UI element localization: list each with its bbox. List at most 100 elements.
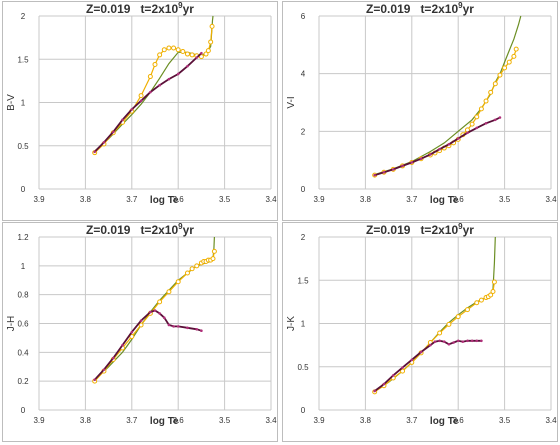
- data-point: [139, 319, 143, 322]
- x-tick-label: 3.4: [545, 195, 557, 204]
- x-axis-label: log Te: [430, 416, 459, 427]
- x-axis-label: log Te: [150, 195, 179, 206]
- data-point: [200, 51, 203, 55]
- data-point: [456, 137, 460, 140]
- data-point: [176, 72, 180, 76]
- data-point: [121, 343, 124, 347]
- y-tick-label: 0.5: [297, 363, 309, 372]
- x-tick-label: 3.9: [33, 195, 45, 204]
- chart-panel-j-k: 3.9 3.8 3.7 3.6 3.5 3.4 0 0.5 1 1.5 2 log Te J-K Z=0…: [282, 222, 558, 442]
- data-point: [203, 51, 209, 57]
- data-point: [474, 300, 480, 306]
- y-tick-label: 2: [301, 233, 306, 242]
- chart-panel-v-i: 3.9 3.8 3.7 3.6 3.5 3.4 0 2 4 6 log Te V-I Z=0.019 …: [282, 1, 558, 221]
- data-point: [475, 126, 479, 130]
- x-tick-label: 3.9: [313, 195, 325, 204]
- y-axis-label: J-K: [286, 316, 297, 331]
- series-line: [374, 49, 517, 176]
- x-tick-label: 3.5: [219, 195, 231, 204]
- data-point: [189, 266, 195, 272]
- series-line: [374, 15, 522, 176]
- y-tick-label: 0.5: [17, 142, 29, 151]
- series-line: [94, 309, 202, 381]
- data-point: [184, 51, 190, 57]
- y-tick-label: 1: [301, 320, 306, 329]
- data-point: [470, 339, 474, 343]
- data-point: [488, 292, 494, 298]
- data-point: [419, 350, 423, 354]
- data-point: [93, 378, 96, 382]
- data-point: [401, 164, 404, 168]
- y-tick-label: 0: [21, 406, 26, 415]
- data-point: [480, 339, 483, 343]
- data-point: [429, 343, 432, 347]
- data-point: [157, 52, 163, 58]
- data-point: [175, 47, 181, 53]
- y-tick-label: 0: [301, 406, 306, 415]
- data-point: [186, 326, 189, 330]
- chart-svg-v-i: 3.9 3.8 3.7 3.6 3.5 3.4 0 2 4 6 log Te V-I: [286, 12, 557, 206]
- data-point: [176, 325, 180, 328]
- data-point: [433, 340, 437, 343]
- data-point: [492, 81, 498, 87]
- data-point: [157, 299, 163, 305]
- y-axis-label: B-V: [6, 94, 17, 111]
- data-point: [391, 168, 395, 171]
- data-point: [111, 130, 115, 134]
- data-point: [491, 279, 497, 285]
- data-point: [446, 321, 452, 327]
- data-point: [93, 150, 96, 154]
- x-axis-label: log Te: [430, 195, 459, 206]
- data-point: [464, 307, 470, 313]
- data-point: [494, 118, 497, 122]
- x-tick-label: 3.5: [219, 416, 231, 425]
- data-point: [208, 39, 214, 45]
- y-tick-label: 0.2: [17, 377, 29, 386]
- data-point: [373, 389, 376, 393]
- data-point: [502, 65, 508, 71]
- data-point: [139, 99, 143, 103]
- data-point: [456, 339, 460, 343]
- y-tick-label: 0: [21, 185, 26, 194]
- data-point: [410, 161, 414, 164]
- data-point: [195, 327, 199, 331]
- chart-title: Z=0.019 t=2x109yr: [366, 222, 474, 237]
- data-point: [475, 339, 479, 343]
- data-point: [198, 54, 204, 60]
- chart-title: Z=0.019 t=2x109yr: [86, 222, 194, 237]
- data-point: [442, 340, 446, 343]
- data-point: [102, 140, 106, 144]
- data-point: [483, 98, 489, 104]
- y-tick-label: 0.8: [17, 291, 29, 300]
- data-point: [129, 333, 135, 339]
- x-tick-label: 3.8: [80, 416, 92, 425]
- data-point: [189, 52, 195, 58]
- data-point: [205, 48, 211, 54]
- x-tick-label: 3.7: [406, 195, 418, 204]
- data-point: [478, 297, 484, 303]
- data-point: [466, 339, 469, 343]
- chart-svg-j-k: 3.9 3.8 3.7 3.6 3.5 3.4 0 0.5 1 1.5 2 log Te J-K: [286, 233, 557, 427]
- x-axis-label: log Te: [150, 416, 179, 427]
- data-point: [161, 47, 167, 53]
- data-point: [210, 256, 216, 262]
- data-point: [419, 157, 423, 161]
- data-point: [158, 83, 161, 87]
- x-tick-label: 3.7: [126, 416, 138, 425]
- y-tick-label: 0.4: [17, 348, 29, 357]
- data-point: [102, 368, 106, 371]
- data-point: [506, 59, 512, 65]
- data-point: [452, 341, 455, 344]
- x-tick-label: 3.8: [360, 416, 372, 425]
- data-point: [200, 329, 203, 333]
- data-point: [167, 323, 171, 327]
- y-tick-label: 1.2: [17, 233, 29, 242]
- y-tick-label: 4: [301, 70, 306, 79]
- data-point: [209, 23, 215, 29]
- data-point: [490, 288, 496, 294]
- data-point: [180, 48, 186, 54]
- data-point: [153, 309, 157, 312]
- data-point: [186, 64, 189, 68]
- data-point: [166, 289, 172, 295]
- data-point: [175, 279, 181, 285]
